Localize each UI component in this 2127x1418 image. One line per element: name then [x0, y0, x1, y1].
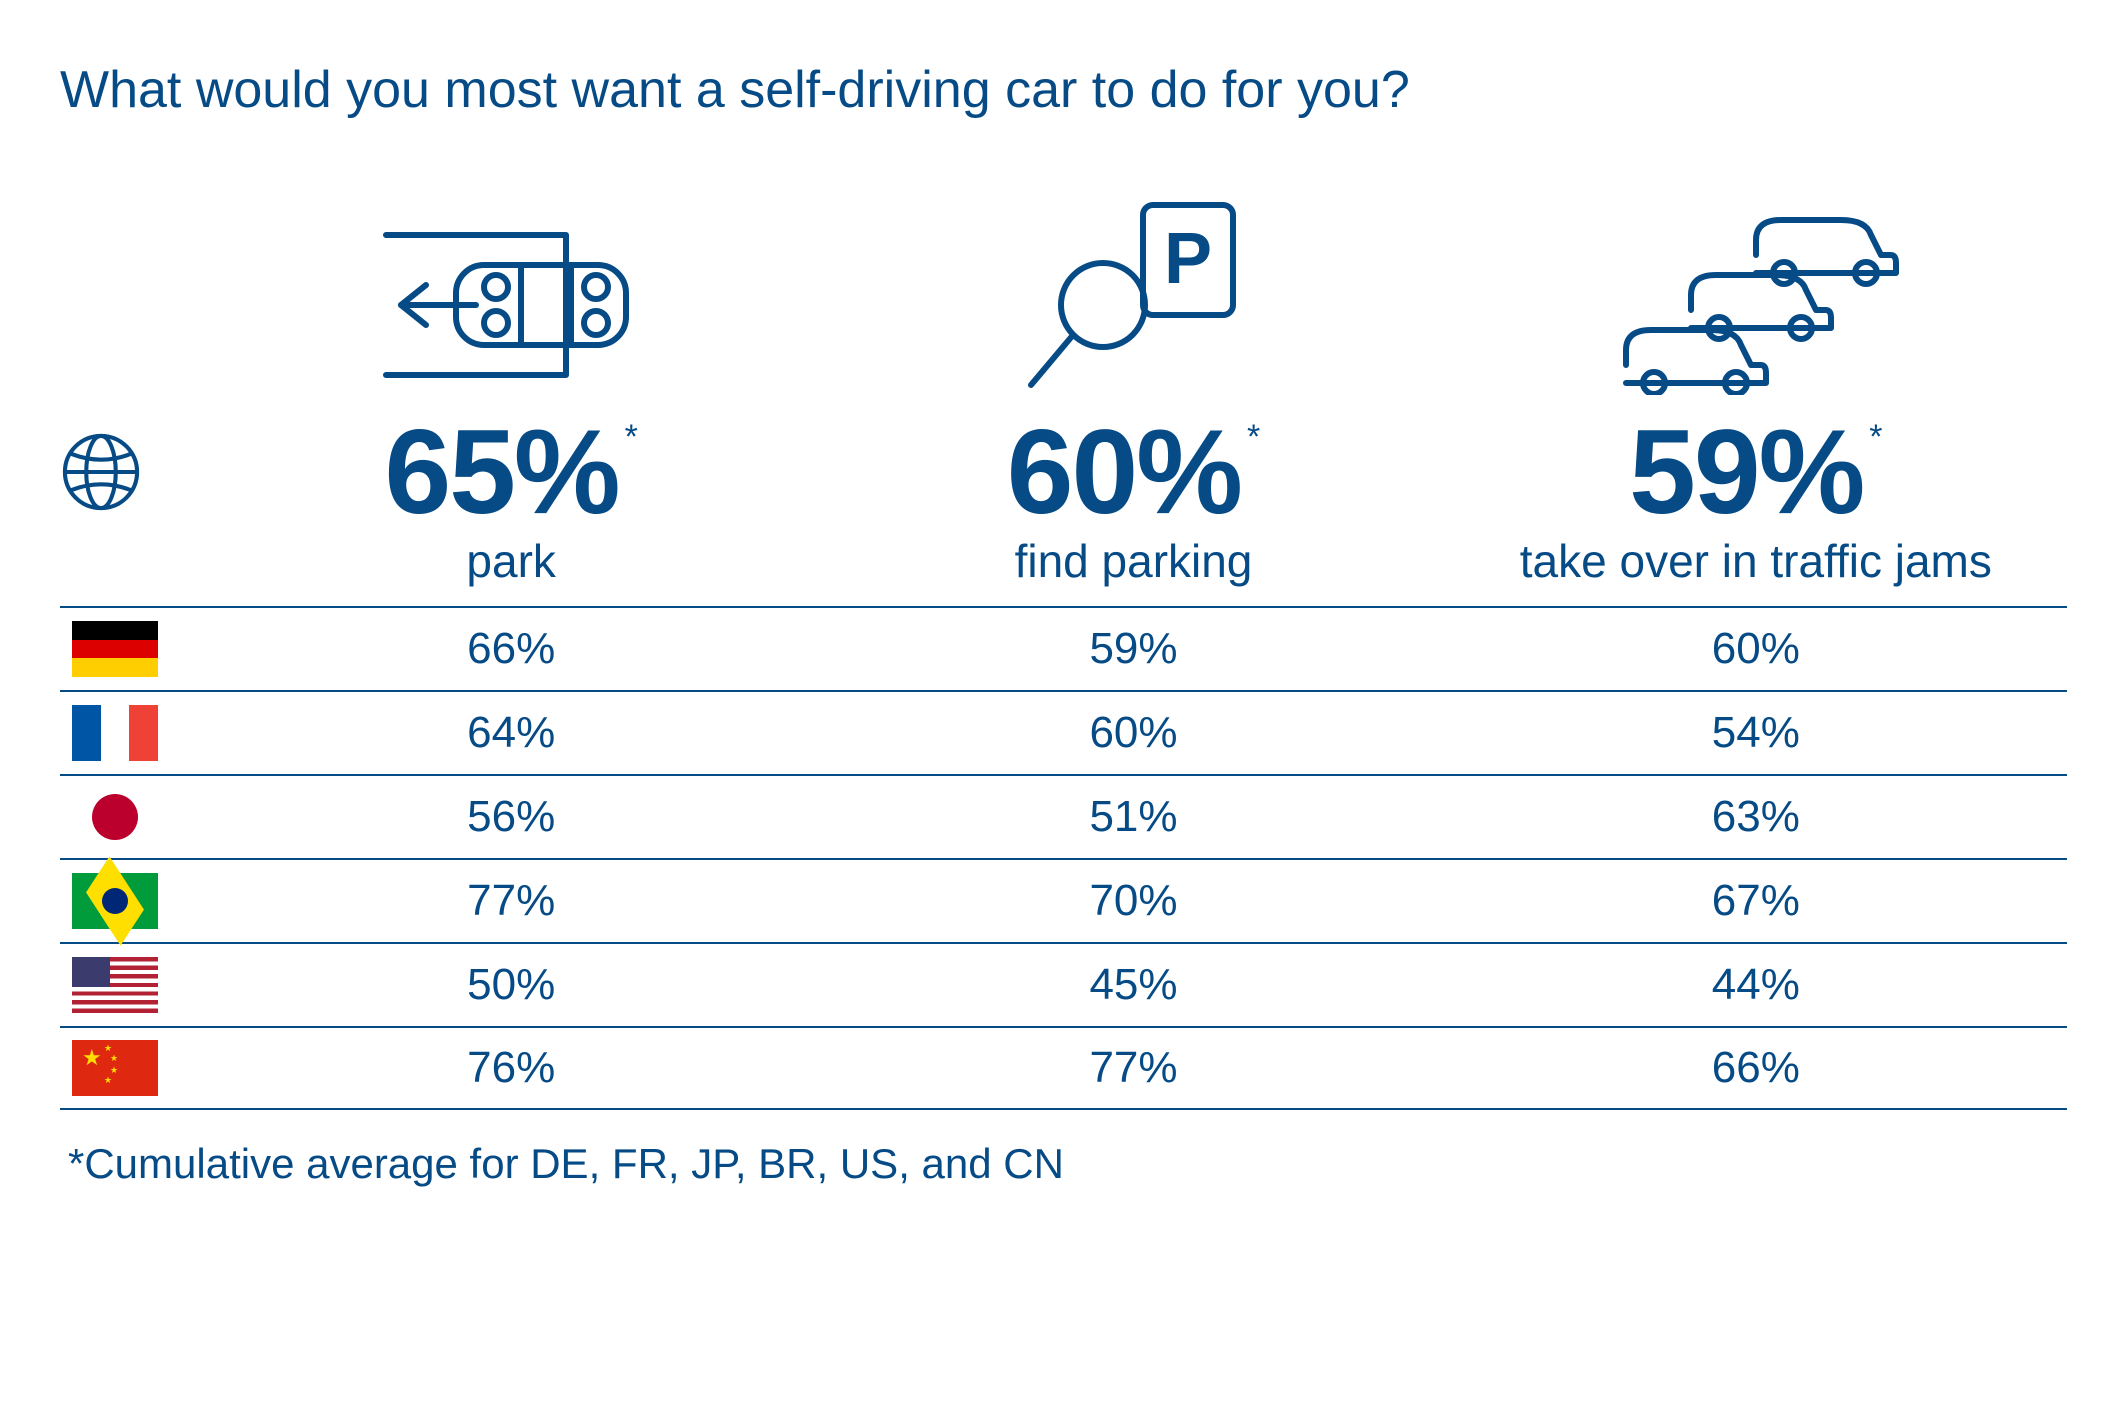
stat-block-find-parking: P 60% * find parking: [822, 190, 1444, 588]
stat-block-park: 65% * park: [200, 190, 822, 588]
stats-row: 65% * park P 60% * fin: [60, 190, 2067, 588]
cell-cn-park: 76%: [200, 1043, 822, 1093]
cell-br-find: 70%: [822, 876, 1444, 926]
table-row: ★ ★ ★ ★ ★ 76% 77% 66%: [60, 1026, 2067, 1110]
cell-br-park: 77%: [200, 876, 822, 926]
stat-value-traffic: 59%: [1629, 412, 1863, 532]
cell-cn-traffic: 66%: [1445, 1043, 2067, 1093]
cell-de-find: 59%: [822, 624, 1444, 674]
find-parking-icon: P: [1023, 195, 1243, 400]
table-row: 64% 60% 54%: [60, 690, 2067, 774]
car-parking-icon: [366, 215, 656, 400]
infographic-container: What would you most want a self-driving …: [60, 60, 2067, 1188]
cell-de-traffic: 60%: [1445, 624, 2067, 674]
stat-label-traffic: take over in traffic jams: [1445, 534, 2067, 588]
stat-value-find-parking: 60%: [1007, 412, 1241, 532]
cell-us-park: 50%: [200, 960, 822, 1010]
cell-br-traffic: 67%: [1445, 876, 2067, 926]
table-row: 77% 70% 67%: [60, 858, 2067, 942]
cell-cn-find: 77%: [822, 1043, 1444, 1093]
flag-china-icon: ★ ★ ★ ★ ★: [60, 1040, 200, 1096]
stat-value-park: 65%: [384, 412, 618, 532]
table-row: 66% 59% 60%: [60, 606, 2067, 690]
cell-us-find: 45%: [822, 960, 1444, 1010]
table-row: 56% 51% 63%: [60, 774, 2067, 858]
country-table: 66% 59% 60% 64% 60% 54% 56% 51% 63% 77%: [60, 606, 2067, 1110]
page-title: What would you most want a self-driving …: [60, 60, 2067, 120]
stat-label-find-parking: find parking: [822, 534, 1444, 588]
cell-fr-traffic: 54%: [1445, 708, 2067, 758]
cell-fr-find: 60%: [822, 708, 1444, 758]
cell-jp-traffic: 63%: [1445, 792, 2067, 842]
flag-brazil-icon: [60, 873, 200, 929]
cell-jp-park: 56%: [200, 792, 822, 842]
globe-cell: [60, 431, 200, 588]
stat-asterisk: *: [625, 420, 638, 454]
cell-de-park: 66%: [200, 624, 822, 674]
cell-fr-park: 64%: [200, 708, 822, 758]
traffic-cars-icon: [1606, 195, 1906, 400]
flag-germany-icon: [60, 621, 200, 677]
table-row: 50% 45% 44%: [60, 942, 2067, 1026]
globe-icon: [60, 431, 142, 518]
svg-text:P: P: [1164, 219, 1212, 299]
flag-japan-icon: [60, 789, 200, 845]
flag-france-icon: [60, 705, 200, 761]
stat-label-park: park: [200, 534, 822, 588]
stat-asterisk: *: [1247, 420, 1260, 454]
cell-us-traffic: 44%: [1445, 960, 2067, 1010]
flag-usa-icon: [60, 957, 200, 1013]
cell-jp-find: 51%: [822, 792, 1444, 842]
stat-asterisk: *: [1869, 420, 1882, 454]
footnote: *Cumulative average for DE, FR, JP, BR, …: [60, 1140, 2067, 1188]
stat-block-traffic: 59% * take over in traffic jams: [1445, 190, 2067, 588]
